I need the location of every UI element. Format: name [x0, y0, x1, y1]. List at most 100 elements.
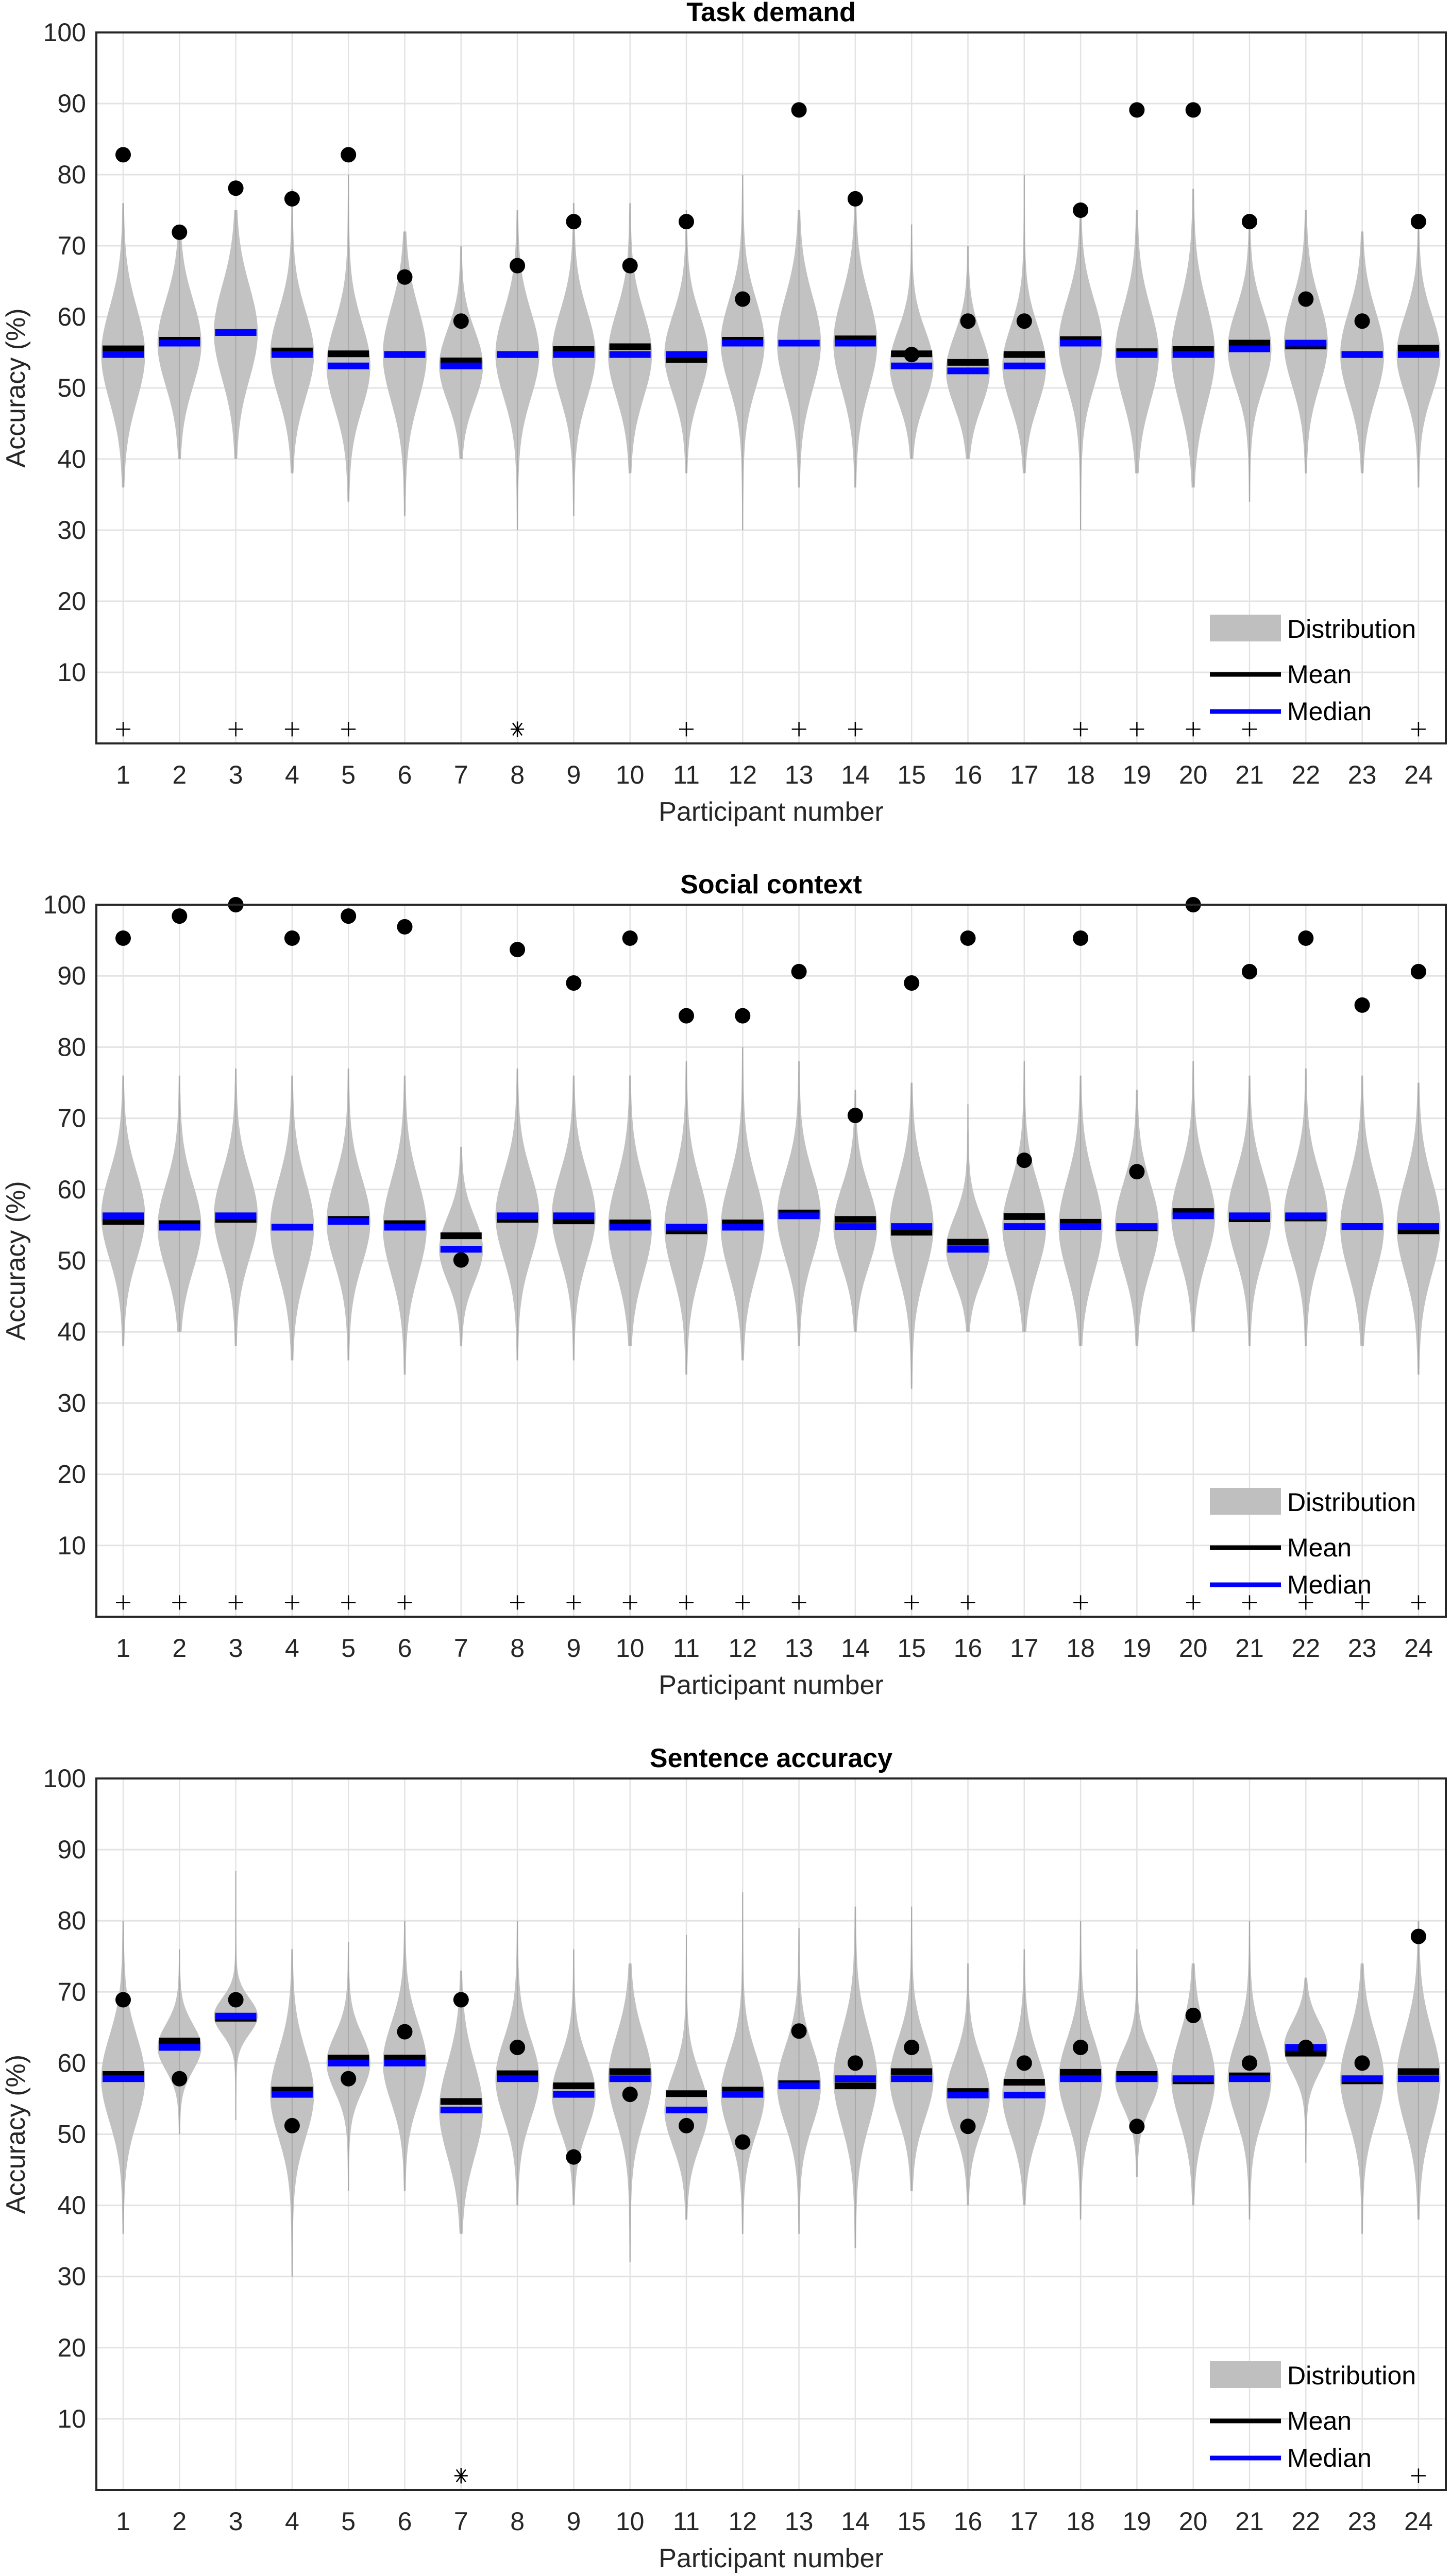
legend-label-mean: Mean: [1287, 2406, 1352, 2435]
legend-label-distribution: Distribution: [1287, 2361, 1416, 2390]
significance-plus-p4: [284, 722, 299, 737]
y-tick-label: 100: [43, 18, 86, 47]
significance-plus-p6: [397, 1595, 412, 1610]
significance-plus-p5: [341, 1595, 356, 1610]
x-tick-label: 11: [673, 760, 700, 789]
observed-point-p14: [847, 1108, 863, 1124]
x-tick-label: 20: [1179, 760, 1208, 789]
x-tick-label: 3: [229, 760, 243, 789]
observed-point-p11: [679, 1008, 694, 1024]
legend-swatch-distribution: [1210, 615, 1281, 641]
x-tick-label: 15: [897, 2507, 926, 2536]
observed-point-p15: [904, 2040, 920, 2056]
y-tick-label: 20: [57, 1460, 86, 1489]
y-tick-label: 70: [57, 1104, 86, 1133]
x-tick-label: 5: [341, 2507, 356, 2536]
y-tick-label: 70: [57, 1977, 86, 2006]
observed-point-p23: [1354, 997, 1370, 1013]
observed-point-p21: [1242, 2055, 1257, 2071]
x-tick-label: 19: [1123, 760, 1152, 789]
x-tick-label: 5: [341, 760, 356, 789]
observed-point-p6: [397, 2024, 413, 2040]
x-tick-label: 8: [510, 2507, 525, 2536]
y-tick-label: 10: [57, 2404, 86, 2433]
x-tick-label: 5: [341, 1634, 356, 1663]
observed-point-p24: [1410, 963, 1426, 979]
significance-plus-p11: [679, 722, 694, 737]
x-tick-label: 17: [1010, 1634, 1039, 1663]
observed-point-p23: [1354, 313, 1370, 329]
axes-box: [95, 1777, 1447, 2491]
x-tick-label: 24: [1404, 2507, 1433, 2536]
significance-plus-p20: [1186, 1595, 1201, 1610]
x-tick-label: 21: [1235, 760, 1264, 789]
y-tick-label: 100: [43, 890, 86, 919]
x-tick-label: 8: [510, 1634, 525, 1663]
significance-plus-p9: [566, 1595, 581, 1610]
significance-plus-p1: [116, 1595, 130, 1610]
observed-point-p20: [1185, 2007, 1201, 2023]
y-axis-label: Accuracy (%): [1, 1181, 31, 1340]
observed-point-p6: [397, 919, 413, 935]
significance-plus-p21: [1242, 1595, 1257, 1610]
x-tick-label: 1: [116, 1634, 130, 1663]
significance-plus-p24: [1411, 1595, 1426, 1610]
observed-point-p6: [397, 269, 413, 285]
x-tick-label: 18: [1066, 2507, 1095, 2536]
x-tick-label: 13: [785, 760, 814, 789]
x-tick-label: 23: [1348, 2507, 1377, 2536]
axes-box: [95, 904, 1447, 1618]
x-tick-label: 7: [454, 760, 468, 789]
observed-point-p9: [566, 975, 582, 991]
x-tick-label: 10: [616, 2507, 645, 2536]
observed-point-p20: [1185, 102, 1201, 118]
x-tick-label: 24: [1404, 1634, 1433, 1663]
observed-point-p22: [1298, 2040, 1314, 2056]
x-tick-label: 2: [172, 2507, 187, 2536]
observed-point-p2: [172, 224, 188, 240]
x-tick-label: 14: [841, 1634, 870, 1663]
x-axis-label: Participant number: [659, 1670, 883, 1700]
observed-point-p9: [566, 2149, 582, 2165]
x-tick-label: 18: [1066, 1634, 1095, 1663]
x-tick-label: 12: [728, 2507, 757, 2536]
observed-point-p10: [622, 258, 638, 274]
x-tick-label: 10: [616, 1634, 645, 1663]
y-tick-label: 80: [57, 1032, 86, 1061]
observed-point-p4: [284, 930, 300, 946]
observed-point-p8: [510, 942, 526, 958]
significance-plus-p4: [284, 1595, 299, 1610]
y-tick-label: 50: [57, 1246, 86, 1275]
legend-swatch-distribution: [1210, 1488, 1281, 1515]
observed-point-p19: [1129, 2119, 1145, 2134]
observed-point-p1: [115, 147, 131, 163]
observed-point-p22: [1298, 291, 1314, 307]
x-tick-label: 24: [1404, 760, 1433, 789]
y-tick-label: 30: [57, 2262, 86, 2291]
x-tick-label: 13: [785, 1634, 814, 1663]
x-tick-label: 3: [229, 2507, 243, 2536]
observed-point-p2: [172, 2071, 188, 2087]
observed-point-p2: [172, 908, 188, 924]
significance-star-p8: [511, 721, 525, 737]
x-tick-label: 6: [398, 2507, 412, 2536]
significance-plus-p13: [791, 1595, 806, 1610]
legend-label-distribution: Distribution: [1287, 615, 1416, 643]
observed-point-p16: [960, 2119, 976, 2134]
observed-point-p16: [960, 930, 976, 946]
significance-plus-p24: [1411, 2468, 1426, 2483]
observed-point-p12: [735, 2134, 751, 2150]
significance-plus-p8: [510, 1595, 525, 1610]
observed-point-p21: [1242, 214, 1257, 230]
observed-point-p13: [791, 963, 807, 979]
x-tick-label: 1: [116, 2507, 130, 2536]
x-tick-label: 23: [1348, 760, 1377, 789]
y-axis-label: Accuracy (%): [1, 2055, 31, 2214]
significance-plus-p13: [791, 722, 806, 737]
legend-label-median: Median: [1287, 2444, 1372, 2472]
x-tick-label: 11: [673, 1634, 700, 1663]
